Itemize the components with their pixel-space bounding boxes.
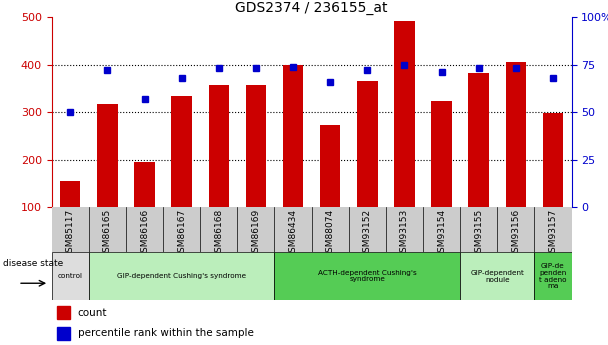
Bar [394,21,415,207]
Bar [89,252,274,300]
Bar [97,104,117,207]
Text: percentile rank within the sample: percentile rank within the sample [78,328,254,338]
Text: GSM86169: GSM86169 [251,209,260,258]
Bar [246,85,266,207]
Text: GSM86168: GSM86168 [214,209,223,258]
Bar [134,162,154,207]
Bar [209,85,229,207]
Bar [460,252,534,300]
Bar [506,62,526,207]
Bar [469,73,489,207]
Text: GIP-dependent Cushing's syndrome: GIP-dependent Cushing's syndrome [117,273,246,279]
Text: GSM88074: GSM88074 [326,209,334,258]
Bar [171,96,192,207]
Text: GSM86167: GSM86167 [177,209,186,258]
Text: GSM93154: GSM93154 [437,209,446,258]
Bar [431,101,452,207]
Text: GSM93155: GSM93155 [474,209,483,258]
Text: GSM93156: GSM93156 [511,209,520,258]
Bar [57,306,70,319]
Bar [57,327,70,339]
Text: ACTH-dependent Cushing's
syndrome: ACTH-dependent Cushing's syndrome [318,269,416,283]
Bar [274,252,460,300]
Bar [60,181,80,207]
Bar [543,113,563,207]
Text: GSM86165: GSM86165 [103,209,112,258]
Text: count: count [78,308,107,318]
Bar [534,252,572,300]
Text: GIP-dependent
nodule: GIP-dependent nodule [471,269,524,283]
Text: GSM86434: GSM86434 [289,209,297,258]
Text: GSM93152: GSM93152 [363,209,372,258]
Text: GSM85117: GSM85117 [66,209,75,258]
Text: GSM93157: GSM93157 [548,209,558,258]
Bar [357,81,378,207]
Bar [283,65,303,207]
Text: GSM86166: GSM86166 [140,209,149,258]
Text: GIP-de
penden
t adeno
ma: GIP-de penden t adeno ma [539,263,567,289]
Title: GDS2374 / 236155_at: GDS2374 / 236155_at [235,1,388,15]
Text: GSM93153: GSM93153 [400,209,409,258]
Text: disease state: disease state [2,259,63,268]
Bar [52,252,89,300]
Bar [320,125,340,207]
Text: control: control [58,273,83,279]
